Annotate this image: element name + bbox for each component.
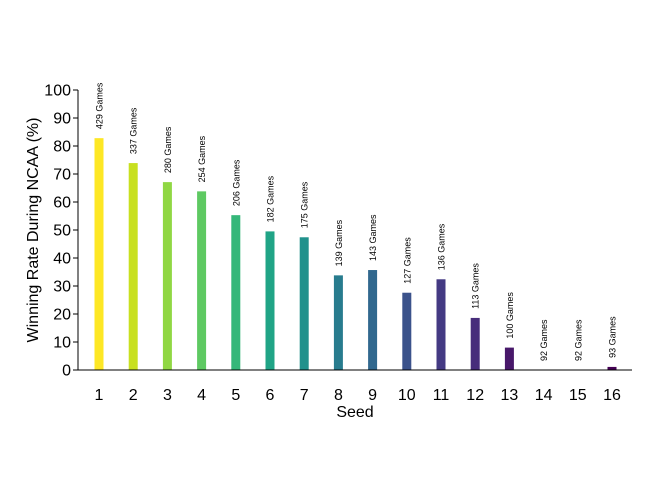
- bar: [402, 292, 412, 370]
- bar: [162, 182, 172, 370]
- x-tick-label: 5: [231, 387, 240, 404]
- data-label: 206 Games: [231, 159, 241, 206]
- x-tick-label: 2: [129, 387, 138, 404]
- y-tick-label: 40: [53, 251, 71, 268]
- x-tick-label: 4: [197, 387, 206, 404]
- x-tick-label: 13: [501, 387, 519, 404]
- bar: [470, 317, 480, 370]
- bar: [299, 237, 309, 370]
- y-tick-label: 80: [53, 139, 71, 156]
- bar: [333, 275, 343, 370]
- x-tick-label: 11: [433, 387, 450, 404]
- data-label: 280 Games: [163, 126, 173, 173]
- data-label: 182 Games: [266, 175, 276, 222]
- y-axis-title: Winning Rate During NCAA (%): [25, 118, 42, 343]
- data-labels: 429 Games 337 Games 280 Games 254 Games 206 …: [95, 82, 618, 361]
- data-label: 175 Games: [300, 181, 310, 228]
- data-label: 337 Games: [129, 107, 139, 154]
- data-label: 93 Games: [608, 316, 618, 358]
- bar: [231, 215, 241, 370]
- x-tick-label: 10: [398, 387, 416, 404]
- x-tick-label: 6: [266, 387, 275, 404]
- y-tick-label: 30: [53, 279, 71, 296]
- x-tick-label: 7: [300, 387, 309, 404]
- bar: [607, 366, 617, 370]
- y-tick-label: 20: [53, 307, 71, 324]
- bar: [265, 231, 275, 370]
- x-tick-label: 12: [466, 387, 484, 404]
- data-label: 92 Games: [573, 319, 583, 361]
- x-tick-label: 9: [368, 387, 377, 404]
- x-axis-ticks: 1 2 3 4 5 6 7 8 9 10 11 12 13 14 15 16: [95, 387, 621, 404]
- x-tick-label: 15: [569, 387, 587, 404]
- data-label: 127 Games: [402, 237, 412, 284]
- data-label: 139 Games: [334, 219, 344, 266]
- x-tick-label: 16: [603, 387, 621, 404]
- data-label: 100 Games: [505, 292, 515, 339]
- x-tick-label: 1: [95, 387, 104, 404]
- bar: [504, 347, 514, 370]
- data-label: 429 Games: [95, 82, 105, 129]
- data-label: 92 Games: [539, 319, 549, 361]
- y-tick-label: 100: [44, 83, 71, 100]
- data-label: 113 Games: [471, 263, 481, 309]
- x-tick-label: 3: [163, 387, 172, 404]
- y-tick-label: 90: [53, 111, 71, 128]
- x-tick-label: 14: [535, 387, 553, 404]
- bar: [197, 191, 207, 370]
- bar: [368, 270, 378, 370]
- x-tick-label: 8: [334, 387, 343, 404]
- bar: [436, 279, 446, 370]
- y-tick-label: 70: [53, 167, 71, 184]
- bars: [94, 138, 617, 370]
- data-label: 136 Games: [437, 223, 447, 270]
- y-axis-ticks: 0 10 20 30 40 50 60 70 80 90 100: [44, 83, 78, 380]
- x-axis-title: Seed: [336, 404, 373, 421]
- data-label: 254 Games: [197, 135, 207, 182]
- y-tick-label: 0: [62, 363, 71, 380]
- y-tick-label: 10: [53, 335, 71, 352]
- bar: [94, 138, 104, 370]
- bar: [128, 163, 138, 370]
- y-tick-label: 60: [53, 195, 71, 212]
- y-tick-label: 50: [53, 223, 71, 240]
- data-label: 143 Games: [368, 214, 378, 261]
